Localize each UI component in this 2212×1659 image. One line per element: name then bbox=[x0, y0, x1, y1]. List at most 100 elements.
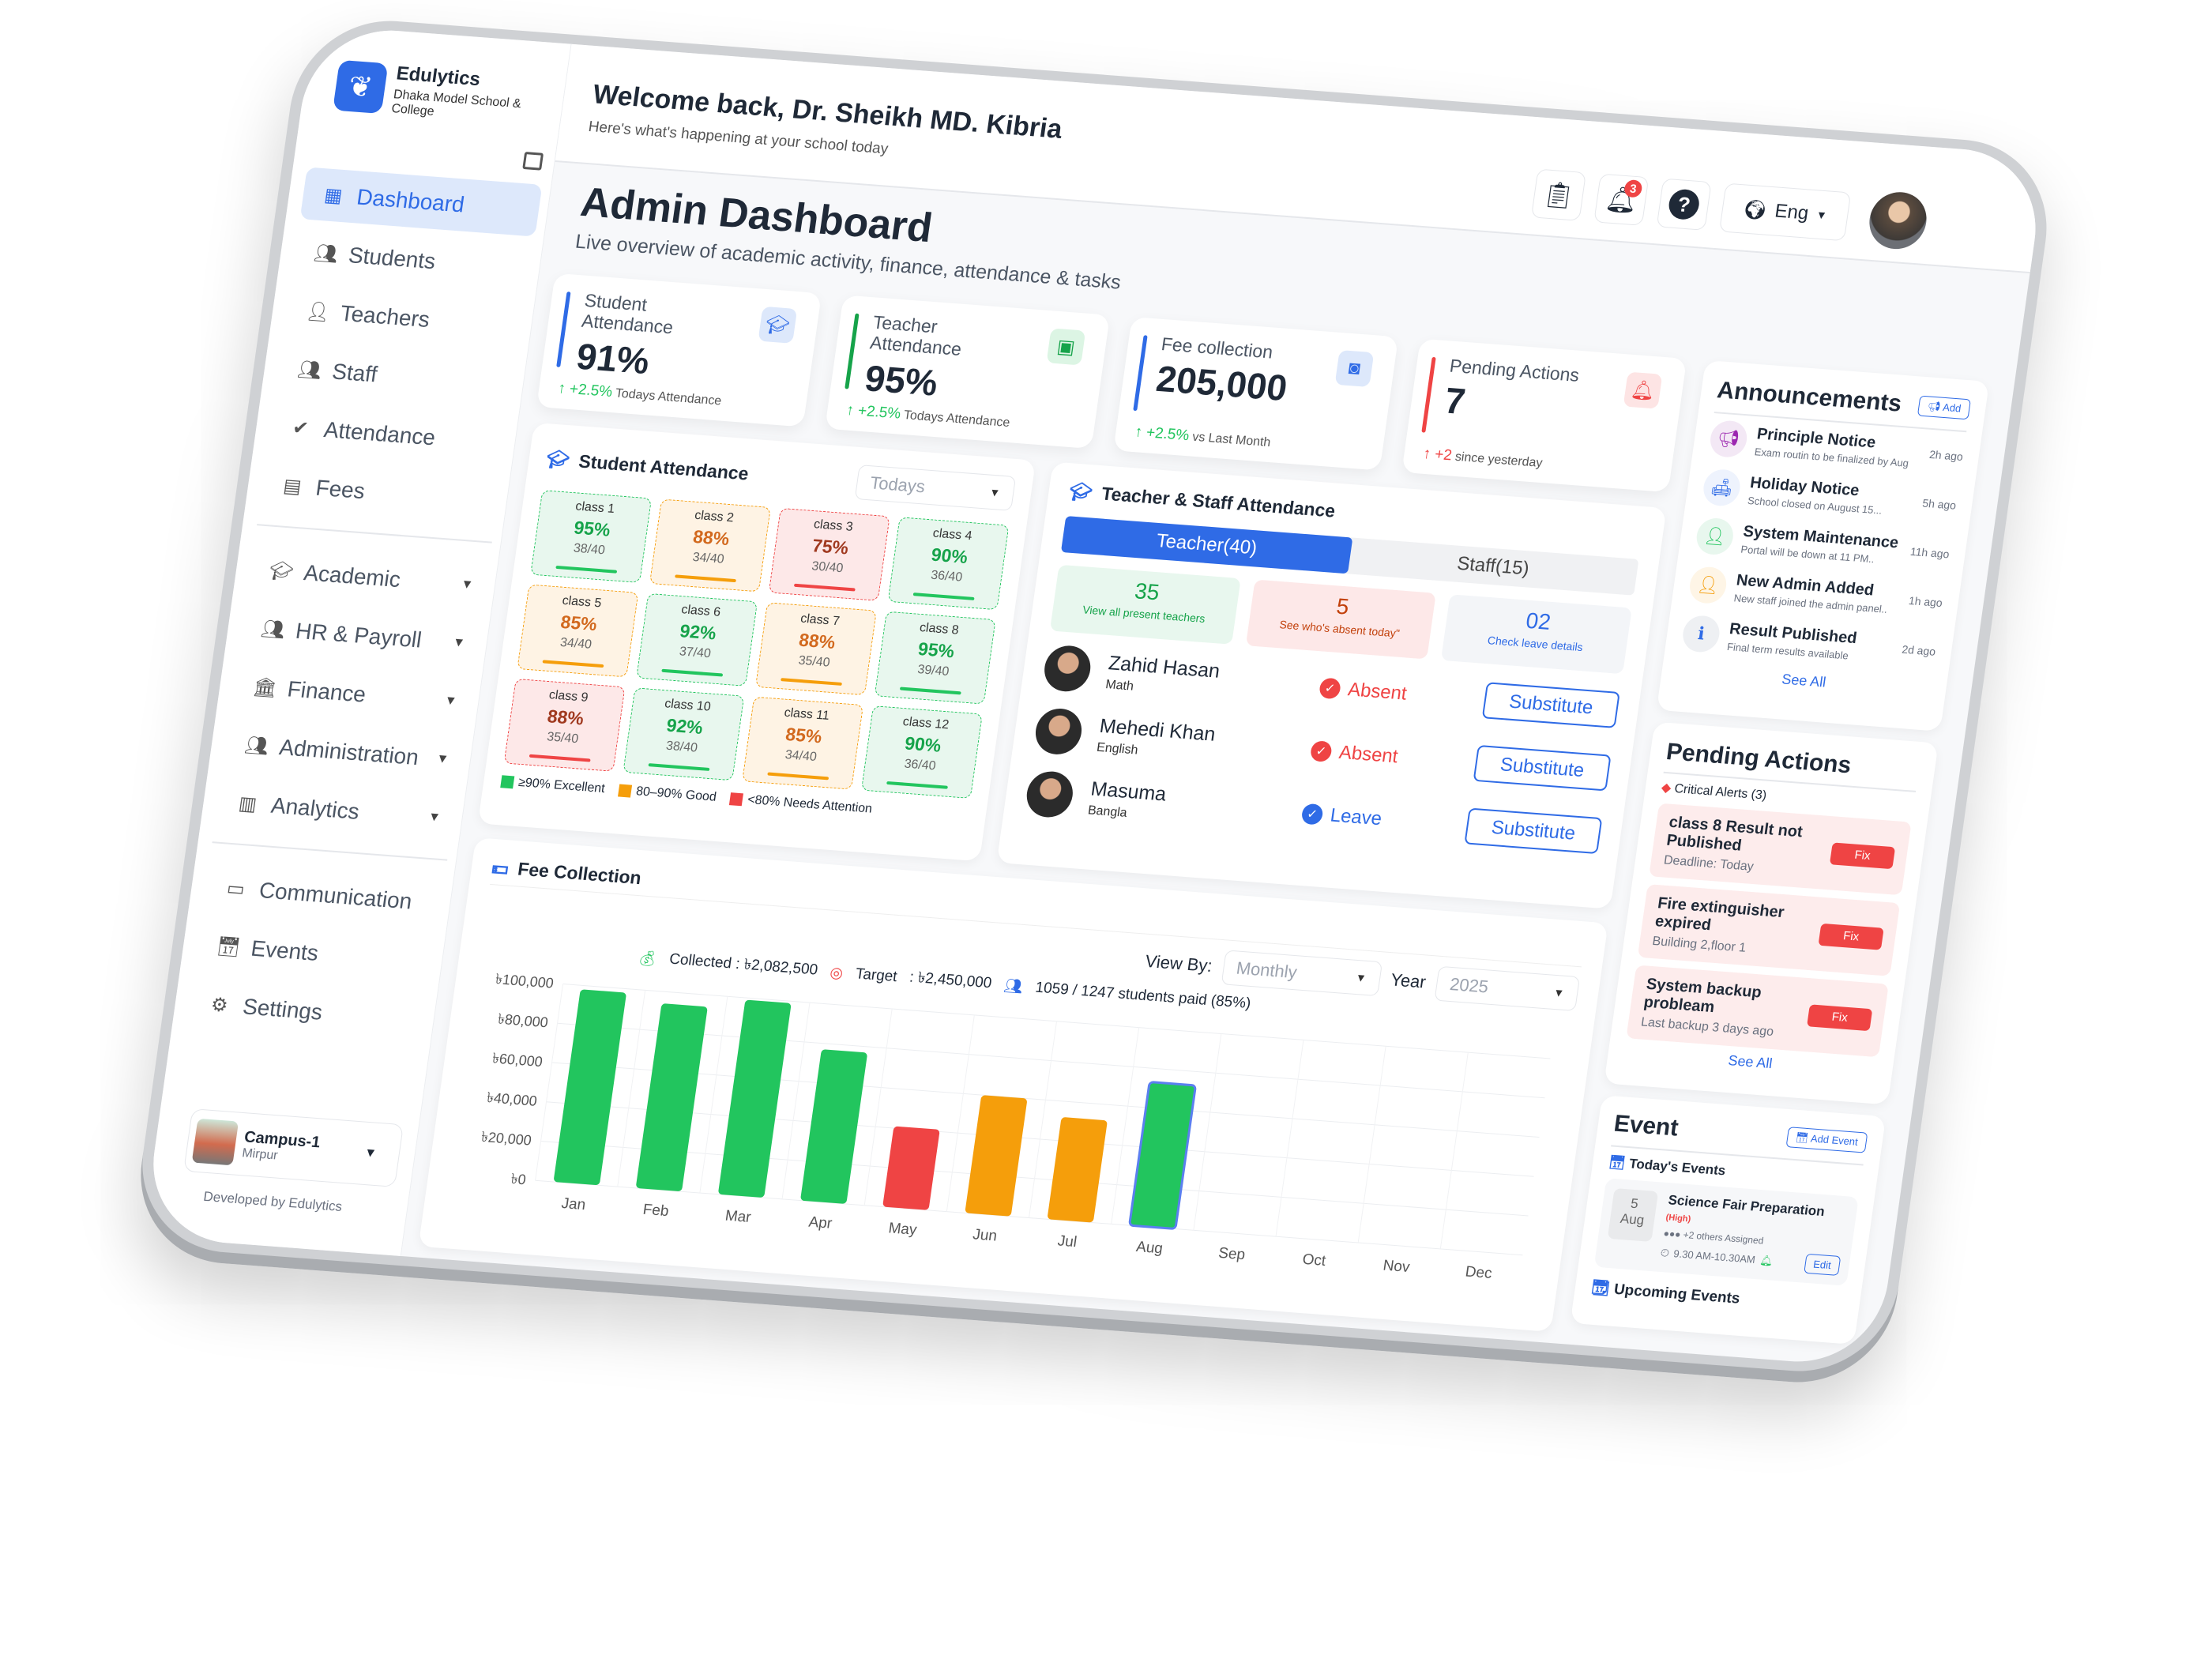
sidebar-item-dashboard[interactable]: ▦ Dashboard bbox=[299, 167, 543, 237]
chevron-down-icon: ▼ bbox=[1552, 985, 1566, 999]
class-attendance-card[interactable]: class 4 90% 36/40 bbox=[887, 517, 1010, 611]
kpi-card-student-attendance[interactable]: Student Attendance 91% 🎓︎ ↑ +2.5% Todays… bbox=[536, 273, 822, 427]
kpi-card-pending-actions[interactable]: Pending Actions 7 🔔︎ ↑ +2 since yesterda… bbox=[1401, 338, 1687, 493]
y-tick-label: ৳100,000 bbox=[495, 971, 555, 991]
teacher-icon: 👤︎ bbox=[304, 299, 332, 324]
sidebar-item-teachers[interactable]: 👤︎ Teachers bbox=[284, 284, 526, 353]
sidebar-item-settings[interactable]: ⚙ Settings bbox=[186, 976, 428, 1046]
year-select[interactable]: 2025 ▼ bbox=[1434, 965, 1581, 1012]
class-attendance-card[interactable]: class 6 92% 37/40 bbox=[636, 592, 758, 687]
attendance-stat-card[interactable]: 35 View all present teachers bbox=[1049, 564, 1241, 645]
class-attendance-card[interactable]: class 3 75% 30/40 bbox=[768, 507, 890, 601]
clipboard-button[interactable]: 📋︎ bbox=[1530, 168, 1587, 221]
sidebar-item-hr-payroll[interactable]: 👥︎ HR & Payroll ▼ bbox=[239, 601, 481, 671]
gridline bbox=[946, 1014, 975, 1212]
bar-may[interactable] bbox=[882, 1126, 940, 1210]
button-label: Add Event bbox=[1810, 1132, 1859, 1148]
class-attendance-card[interactable]: class 9 88% 35/40 bbox=[503, 678, 626, 772]
bar-jan[interactable] bbox=[553, 989, 626, 1186]
developer-credit: Developed by Edulytics bbox=[202, 1188, 344, 1215]
sidebar-item-attendance[interactable]: ✔ Attendance bbox=[267, 400, 510, 469]
fee-collection-bar-chart: ৳0 ৳20,000 ৳40,000 ৳60,000 ৳80,000 ৳100,000 Ja… bbox=[480, 971, 1551, 1282]
bar-mar[interactable] bbox=[718, 999, 792, 1198]
tab-staff[interactable]: Staff(15) bbox=[1455, 552, 1531, 580]
substitute-button[interactable]: Substitute bbox=[1464, 807, 1603, 855]
sidebar-item-staff[interactable]: 👥︎ Staff bbox=[276, 341, 518, 411]
fix-button[interactable]: Fix bbox=[1818, 923, 1884, 950]
class-attendance-card[interactable]: class 1 95% 38/40 bbox=[530, 490, 653, 584]
fees-icon: ▤ bbox=[281, 474, 303, 498]
kpi-note: Todays Attendance bbox=[902, 408, 1011, 431]
teacher-name: Masuma bbox=[1089, 777, 1168, 806]
sidebar-item-students[interactable]: 👥︎ Students bbox=[292, 225, 534, 295]
brand-logo[interactable]: ❦ Edulytics Dhaka Model School & College bbox=[333, 58, 566, 129]
tab-teacher[interactable]: Teacher(40) bbox=[1060, 516, 1352, 574]
class-attendance-card[interactable]: class 2 88% 34/40 bbox=[649, 498, 771, 592]
bar-jul[interactable] bbox=[1047, 1117, 1108, 1223]
x-tick-label: Jul bbox=[1056, 1232, 1078, 1251]
x-tick-label: Feb bbox=[641, 1202, 669, 1220]
y-tick-label: ৳40,000 bbox=[486, 1089, 538, 1109]
sidebar-item-academic[interactable]: 🎓︎ Academic ▼ bbox=[247, 543, 490, 612]
attendance-stat-card[interactable]: 02 Check leave details bbox=[1441, 594, 1632, 675]
sidebar-item-administration[interactable]: 👥︎ Administration ▼ bbox=[223, 717, 465, 787]
x-tick-label: May bbox=[887, 1220, 918, 1239]
event-card[interactable]: 5 Aug Science Fair Preparation (High) ●●●… bbox=[1593, 1178, 1859, 1286]
class-attendance-card[interactable]: class 8 95% 39/40 bbox=[874, 611, 996, 705]
legend-swatch bbox=[729, 792, 744, 807]
collapse-sidebar-icon[interactable] bbox=[522, 152, 544, 171]
class-progress-bar bbox=[781, 678, 842, 686]
substitute-button[interactable]: Substitute bbox=[1481, 682, 1620, 728]
bar-feb[interactable] bbox=[636, 1003, 708, 1191]
announcement-time: 2d ago bbox=[1901, 642, 1937, 658]
edit-event-button[interactable]: Edit bbox=[1803, 1253, 1841, 1276]
substitute-button[interactable]: Substitute bbox=[1473, 744, 1612, 792]
teacher-avatar bbox=[1023, 769, 1076, 819]
graduation-cap-icon: 🎓︎ bbox=[758, 306, 798, 344]
sidebar-item-fees[interactable]: ▤ Fees bbox=[259, 458, 502, 528]
attendance-stat-card[interactable]: 5 See who's absent today" bbox=[1245, 579, 1437, 660]
y-tick-label: ৳80,000 bbox=[497, 1011, 549, 1031]
legend-swatch bbox=[500, 775, 515, 789]
main-content: Admin Dashboard Live overview of academi… bbox=[417, 163, 2014, 1366]
class-progress-bar bbox=[794, 583, 856, 592]
user-avatar[interactable] bbox=[1865, 190, 1931, 251]
notifications-button[interactable]: 🔔︎ 3 bbox=[1593, 173, 1650, 226]
gridline bbox=[1193, 1033, 1222, 1231]
sidebar-item-analytics[interactable]: ▥ Analytics ▼ bbox=[214, 776, 457, 845]
view-by-select[interactable]: Monthly ▼ bbox=[1221, 950, 1382, 997]
add-announcement-button[interactable]: 📢︎ Add bbox=[1917, 395, 1971, 420]
y-tick-label: ৳60,000 bbox=[491, 1050, 544, 1070]
user-gear-icon: 👤︎ bbox=[1694, 517, 1736, 556]
fix-button[interactable]: Fix bbox=[1829, 841, 1896, 869]
kpi-card-fee-collection[interactable]: Fee collection 205,000 ◙ ↑ +2.5% vs Last… bbox=[1113, 316, 1399, 471]
communication-icon: ▭ bbox=[225, 877, 246, 900]
button-label: Add bbox=[1942, 401, 1962, 415]
bar-jun[interactable] bbox=[965, 1095, 1027, 1217]
class-attendance-card[interactable]: class 11 85% 34/40 bbox=[742, 696, 864, 790]
attendance-period-select[interactable]: Todays ▼ bbox=[854, 465, 1017, 511]
sidebar-item-label: Events bbox=[249, 935, 321, 965]
select-value: Monthly bbox=[1235, 957, 1299, 983]
event-time: 9.30 AM-10.30AM bbox=[1672, 1247, 1756, 1266]
gridline bbox=[1275, 1040, 1304, 1237]
sidebar-item-events[interactable]: 📅︎ Events bbox=[194, 919, 437, 988]
help-button[interactable]: ? bbox=[1656, 178, 1712, 231]
campus-selector[interactable]: Campus-1 Mirpur ▼ bbox=[183, 1108, 404, 1187]
class-attendance-card[interactable]: class 5 85% 34/40 bbox=[517, 584, 639, 678]
add-event-button[interactable]: 📅︎ Add Event bbox=[1785, 1127, 1868, 1153]
kpi-delta: +2 bbox=[1433, 446, 1454, 465]
pending-action-item: System backup probleam Last backup 3 days… bbox=[1626, 965, 1889, 1058]
accent-bar bbox=[845, 313, 860, 389]
language-selector[interactable]: 🌍︎ Eng ▼ bbox=[1718, 182, 1852, 242]
bar-apr[interactable] bbox=[800, 1049, 867, 1204]
sidebar-item-label: Dashboard bbox=[355, 184, 466, 217]
class-attendance-card[interactable]: class 12 90% 36/40 bbox=[860, 705, 983, 799]
bar-aug[interactable] bbox=[1128, 1081, 1197, 1230]
sidebar-item-finance[interactable]: 🏛︎ Finance ▼ bbox=[231, 659, 473, 728]
fix-button[interactable]: Fix bbox=[1807, 1003, 1873, 1031]
class-attendance-card[interactable]: class 7 88% 35/40 bbox=[754, 602, 877, 696]
sidebar-item-communication[interactable]: ▭ Communication bbox=[202, 860, 445, 930]
kpi-card-teacher-attendance[interactable]: Teacher Attendance 95% ▣ ↑ +2.5% Todays … bbox=[825, 295, 1111, 450]
class-attendance-card[interactable]: class 10 92% 38/40 bbox=[623, 687, 745, 781]
